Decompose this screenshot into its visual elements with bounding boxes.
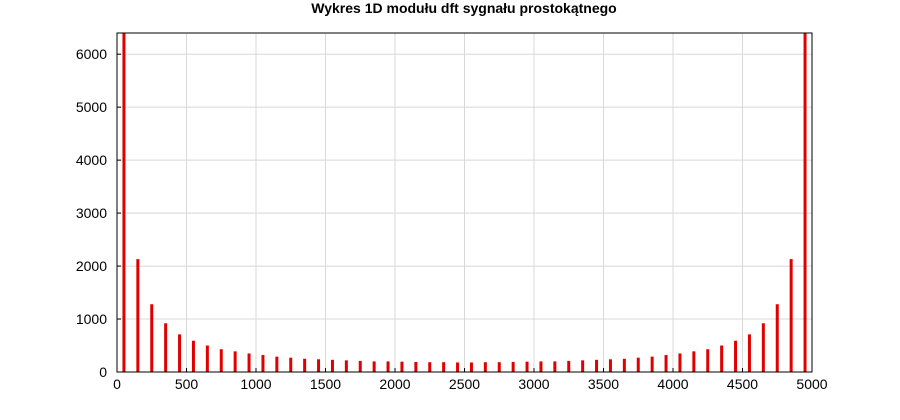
x-tick-label: 0 (113, 376, 121, 392)
plot-frame (116, 32, 813, 373)
y-tick-label: 5000 (76, 99, 107, 115)
x-tick-label: 5000 (796, 376, 827, 392)
x-tick-label: 3500 (588, 376, 619, 392)
x-tick-label: 500 (175, 376, 199, 392)
x-tick-label: 4500 (727, 376, 758, 392)
x-tick-label: 4000 (657, 376, 688, 392)
bars-layer (122, 33, 807, 372)
x-tick-label: 2500 (449, 376, 480, 392)
y-tick-label: 6000 (76, 46, 107, 62)
x-tick-label: 3000 (518, 376, 549, 392)
chart-title: Wykres 1D modułu dft sygnału prostokątne… (311, 0, 616, 16)
y-tick-label: 0 (99, 364, 107, 380)
grid-layer (117, 33, 812, 372)
y-tick-label: 1000 (76, 311, 107, 327)
y-tick-label: 2000 (76, 258, 107, 274)
ticks-layer: 0 500 1000 1500 2000 2500 3000 3500 4000 4500 5000… (76, 46, 828, 392)
x-tick-label: 2000 (379, 376, 410, 392)
x-tick-label: 1000 (240, 376, 271, 392)
x-tick-label: 1500 (310, 376, 341, 392)
y-tick-label: 3000 (76, 205, 107, 221)
y-tick-label: 4000 (76, 152, 107, 168)
